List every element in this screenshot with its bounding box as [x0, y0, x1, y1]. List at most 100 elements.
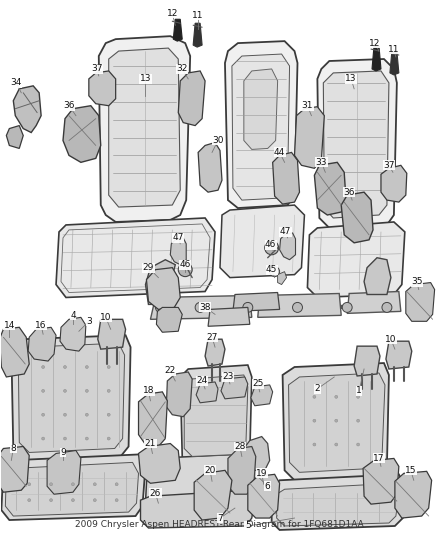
Text: 31: 31	[302, 101, 313, 110]
Circle shape	[265, 241, 279, 255]
Circle shape	[115, 483, 118, 486]
Polygon shape	[258, 294, 341, 317]
Text: 12: 12	[369, 38, 381, 47]
Text: 34: 34	[11, 78, 22, 87]
Polygon shape	[228, 447, 256, 494]
Text: 5: 5	[245, 521, 251, 530]
Text: 17: 17	[373, 454, 385, 463]
Text: 8: 8	[11, 444, 16, 453]
Circle shape	[357, 443, 360, 446]
Polygon shape	[272, 474, 405, 530]
Circle shape	[42, 437, 45, 440]
Text: 13: 13	[346, 75, 357, 83]
Polygon shape	[0, 447, 29, 492]
Text: 47: 47	[280, 228, 291, 237]
Polygon shape	[314, 163, 346, 215]
Circle shape	[293, 302, 303, 312]
Polygon shape	[13, 86, 41, 133]
Polygon shape	[150, 295, 252, 319]
Polygon shape	[386, 341, 412, 369]
Circle shape	[382, 302, 392, 312]
Circle shape	[85, 390, 88, 392]
Text: 37: 37	[91, 64, 102, 74]
Polygon shape	[178, 71, 205, 126]
Text: 9: 9	[60, 448, 66, 457]
Circle shape	[357, 419, 360, 422]
Text: 11: 11	[192, 11, 204, 20]
Polygon shape	[145, 260, 175, 304]
Polygon shape	[89, 71, 116, 106]
Circle shape	[28, 499, 31, 502]
Polygon shape	[354, 346, 380, 376]
Polygon shape	[98, 319, 126, 349]
Text: 13: 13	[140, 75, 151, 83]
Circle shape	[335, 419, 338, 422]
Text: 46: 46	[180, 260, 191, 269]
Text: 15: 15	[405, 466, 417, 475]
Circle shape	[71, 499, 74, 502]
Text: 45: 45	[266, 265, 277, 274]
Text: 18: 18	[143, 386, 154, 395]
Polygon shape	[11, 335, 131, 461]
Polygon shape	[1, 455, 145, 520]
Polygon shape	[232, 54, 290, 200]
Circle shape	[28, 483, 31, 486]
Circle shape	[64, 437, 67, 440]
Polygon shape	[381, 165, 407, 202]
Circle shape	[270, 266, 279, 277]
Circle shape	[313, 443, 316, 446]
Text: 22: 22	[165, 367, 176, 375]
Text: 2: 2	[314, 384, 320, 393]
Circle shape	[357, 395, 360, 398]
Polygon shape	[341, 192, 373, 243]
Text: 36: 36	[343, 188, 355, 197]
Polygon shape	[18, 343, 124, 453]
Polygon shape	[28, 327, 56, 361]
Text: 20: 20	[205, 466, 216, 475]
Circle shape	[243, 302, 253, 312]
Polygon shape	[47, 450, 81, 494]
Circle shape	[342, 302, 352, 312]
Polygon shape	[166, 372, 192, 417]
Text: 1: 1	[356, 386, 362, 395]
Circle shape	[107, 437, 110, 440]
Text: 10: 10	[385, 335, 397, 344]
Polygon shape	[56, 218, 215, 297]
Circle shape	[178, 263, 192, 277]
Text: 16: 16	[35, 321, 47, 330]
Circle shape	[115, 499, 118, 502]
Text: 30: 30	[212, 136, 224, 145]
Polygon shape	[109, 48, 180, 207]
Polygon shape	[0, 327, 29, 377]
Polygon shape	[196, 382, 218, 403]
Circle shape	[85, 413, 88, 416]
Circle shape	[195, 302, 205, 312]
Polygon shape	[244, 69, 278, 149]
Text: 7: 7	[217, 513, 223, 522]
Circle shape	[64, 366, 67, 368]
Text: 35: 35	[411, 277, 423, 286]
Polygon shape	[251, 385, 273, 406]
Text: 10: 10	[100, 313, 112, 322]
Polygon shape	[173, 19, 182, 41]
Polygon shape	[390, 51, 399, 75]
Polygon shape	[248, 474, 279, 518]
Circle shape	[107, 390, 110, 392]
Polygon shape	[145, 454, 260, 512]
Polygon shape	[372, 46, 381, 71]
Polygon shape	[60, 317, 86, 351]
Circle shape	[71, 483, 74, 486]
Text: 33: 33	[316, 158, 327, 167]
Text: 37: 37	[383, 161, 395, 170]
Circle shape	[49, 499, 53, 502]
Circle shape	[85, 366, 88, 368]
Polygon shape	[323, 71, 389, 218]
Circle shape	[42, 413, 45, 416]
Circle shape	[42, 390, 45, 392]
Circle shape	[49, 483, 53, 486]
Text: 3: 3	[86, 317, 92, 326]
Circle shape	[155, 302, 165, 312]
Circle shape	[85, 437, 88, 440]
Circle shape	[313, 419, 316, 422]
Polygon shape	[193, 23, 202, 47]
